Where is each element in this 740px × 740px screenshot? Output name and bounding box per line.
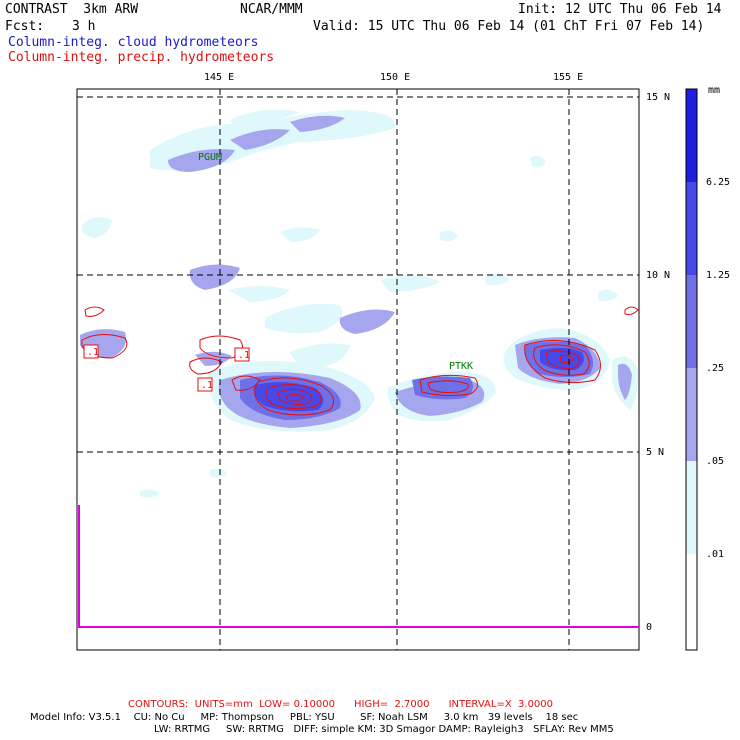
colorbar-tick-0-01: .01: [706, 549, 725, 560]
colorbar-tick-0-05: .05: [706, 456, 725, 467]
station-pgum: PGUM: [198, 152, 223, 163]
lat-lon-grid: [77, 89, 639, 650]
colorbar-tick-6-25: 6.25: [706, 177, 731, 188]
lon-label-150: 150 E: [380, 72, 411, 83]
colorbar-unit: mm: [708, 85, 721, 96]
contour-label: .1: [201, 380, 214, 391]
contour-label: .1: [87, 347, 100, 358]
lat-label-0: 0: [646, 622, 653, 633]
contour-info: CONTOURS: UNITS=mm LOW= 0.10000 HIGH= 2.…: [128, 699, 554, 710]
model-info-line2: LW: RRTMG SW: RRTMG DIFF: simple KM: 3D …: [154, 724, 614, 735]
organization-label: NCAR/MMM: [240, 2, 303, 17]
model-info-line1: Model Info: V3.5.1 CU: No Cu MP: Thompso…: [30, 712, 579, 723]
contour-label: .1: [238, 350, 251, 361]
map-frame: [76, 88, 640, 651]
station-ptkk: PTKK: [449, 361, 474, 372]
lat-label-10n: 10 N: [646, 270, 671, 281]
colorbar: [685, 88, 698, 651]
contour-label-boxes: [83, 344, 250, 392]
forecast-label: Fcst:: [5, 19, 45, 34]
lon-label-145: 145 E: [204, 72, 235, 83]
forecast-hour: 3 h: [72, 19, 96, 34]
init-time: Init: 12 UTC Thu 06 Feb 14: [518, 2, 722, 17]
time-series-line: [78, 505, 639, 628]
field-precip-hydrometeors: Column-integ. precip. hydrometeors: [8, 50, 275, 65]
lat-label-15n: 15 N: [646, 92, 671, 103]
cloud-shading-light: [81, 109, 638, 498]
plot-title: CONTRAST 3km ARW: [5, 2, 139, 17]
lon-label-155: 155 E: [553, 72, 584, 83]
valid-time: Valid: 15 UTC Thu 06 Feb 14 (01 ChT Fri …: [313, 19, 705, 34]
colorbar-tick-1-25: 1.25: [706, 270, 731, 281]
colorbar-tick-0-25: .25: [706, 363, 725, 374]
lat-label-5n: 5 N: [646, 447, 665, 458]
field-cloud-hydrometeors: Column-integ. cloud hydrometeors: [8, 35, 259, 50]
